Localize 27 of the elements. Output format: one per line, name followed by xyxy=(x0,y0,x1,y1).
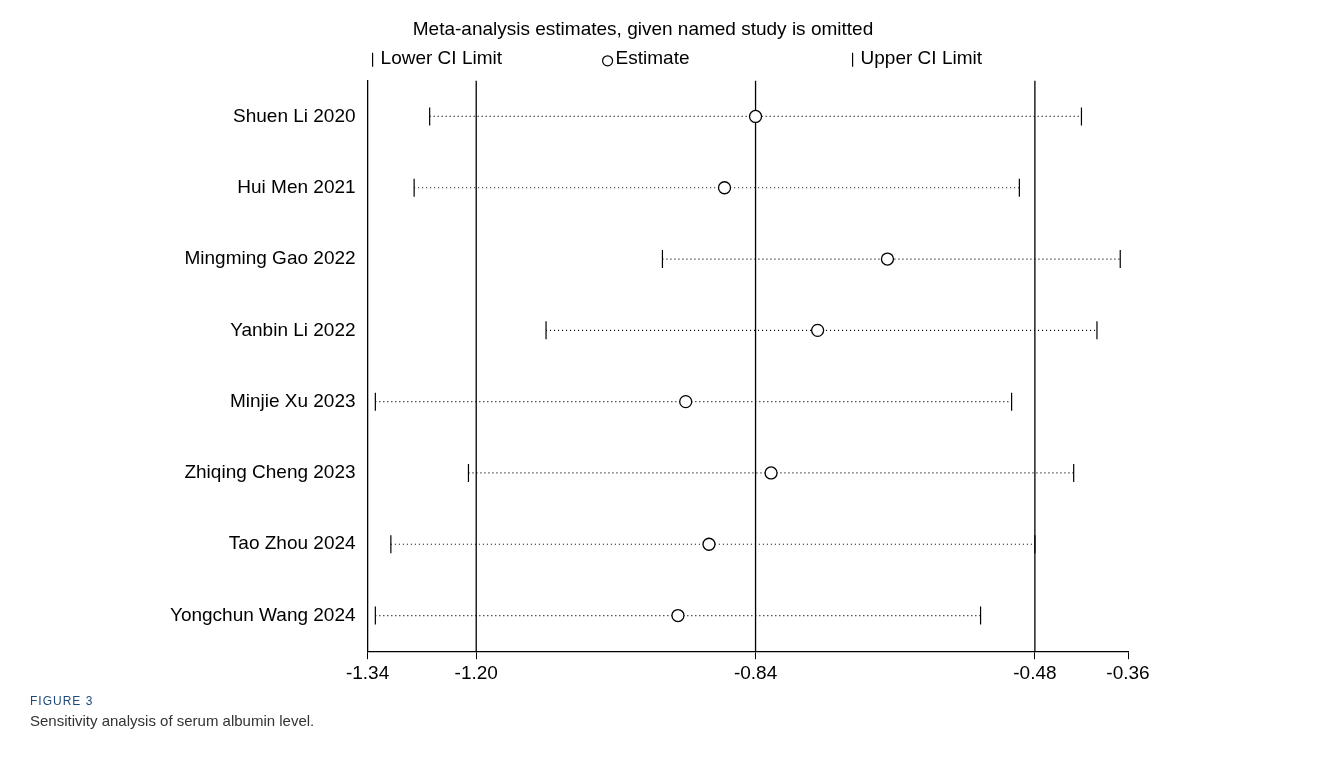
x-tick-label: -1.34 xyxy=(345,661,390,683)
point xyxy=(671,608,685,623)
y-tick-label: Shuen Li 2020 xyxy=(233,104,356,126)
point xyxy=(679,395,693,409)
text: Upper CI Limit xyxy=(860,47,983,69)
point xyxy=(717,181,732,195)
point xyxy=(702,537,716,551)
caption: FIGURE 3 xyxy=(30,694,95,708)
y-tick-label: Minjie Xu 2023 xyxy=(229,389,356,411)
y-tick-label: Zhiqing Cheng 2023 xyxy=(184,461,356,483)
x-tick-label: -0.48 xyxy=(1013,661,1057,683)
text: Lower CI Limit xyxy=(380,47,503,69)
legend-label: Estimate xyxy=(615,47,690,69)
x-tick-label: -0.36 xyxy=(1106,661,1150,683)
y-tick-label: Hui Men 2021 xyxy=(237,175,356,197)
x-tick-label: -1.20 xyxy=(454,661,498,683)
chart-title: Meta-analysis estimates, given named study is omitted xyxy=(412,17,874,39)
y-tick-label: Mingming Gao 2022 xyxy=(184,247,356,269)
point xyxy=(810,323,825,337)
y-tick-label: Yongchun Wang 2024 xyxy=(169,603,357,625)
text: Sensitivity analysis of serum albumin level. xyxy=(30,712,316,729)
y-tick-label: Yanbin Li 2022 xyxy=(230,318,356,340)
y-tick-label: Tao Zhou 2024 xyxy=(228,532,357,554)
point xyxy=(748,109,763,124)
x-tick-label: -0.84 xyxy=(733,661,778,683)
point xyxy=(764,466,778,480)
point xyxy=(880,252,895,266)
